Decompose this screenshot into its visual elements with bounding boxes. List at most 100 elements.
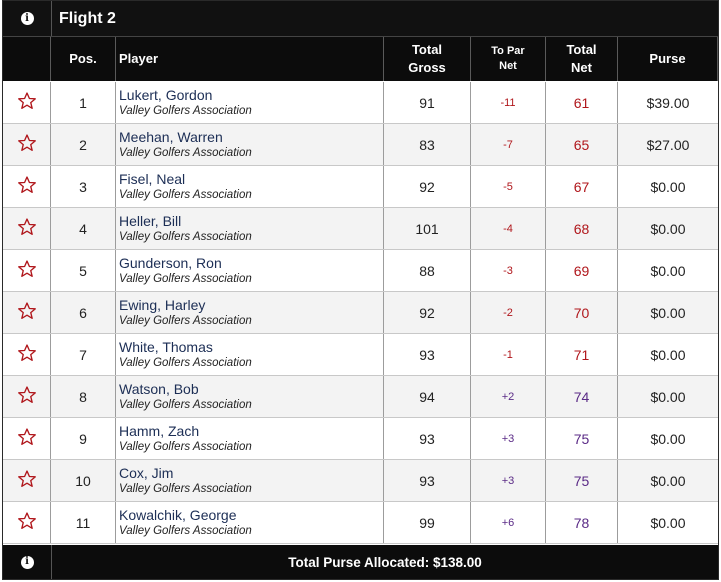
star-outline-icon [17, 469, 37, 492]
favorite-star-button[interactable] [3, 418, 51, 459]
player-cell: Hamm, Zach Valley Golfers Association [116, 418, 384, 459]
player-club: Valley Golfers Association [119, 482, 252, 495]
total-gross-cell: 83 [384, 124, 471, 165]
position-cell: 4 [51, 208, 116, 249]
to-par-net-cell: -2 [471, 292, 546, 333]
header-total-net-line2: Net [571, 60, 592, 75]
header-to-par-net: To Par Net [471, 37, 546, 81]
flight-title: Flight 2 [59, 9, 116, 27]
player-club: Valley Golfers Association [119, 230, 252, 243]
player-name-link[interactable]: Cox, Jim [119, 464, 174, 481]
player-name-link[interactable]: Watson, Bob [119, 380, 199, 397]
to-par-net-cell: -11 [471, 82, 546, 123]
header-total-gross-line2: Gross [408, 60, 446, 75]
table-header: Pos. Player Total Gross To Par Net Total… [3, 37, 718, 81]
position-cell: 9 [51, 418, 116, 459]
total-net-cell: 71 [546, 334, 618, 375]
footer-info-button[interactable]: i [3, 545, 52, 579]
total-gross-cell: 88 [384, 250, 471, 291]
star-outline-icon [17, 385, 37, 408]
header-favorite [3, 37, 51, 81]
total-gross-cell: 93 [384, 460, 471, 501]
purse-cell: $0.00 [650, 388, 686, 405]
star-outline-icon [17, 427, 37, 450]
position-cell: 11 [51, 502, 116, 543]
favorite-star-button[interactable] [3, 82, 51, 123]
table-row: 1 Lukert, Gordon Valley Golfers Associatio… [3, 82, 718, 124]
total-net-cell: 69 [546, 250, 618, 291]
player-name-link[interactable]: Ewing, Harley [119, 296, 206, 313]
star-outline-icon [17, 217, 37, 240]
table-row: 5 Gunderson, Ron Valley Golfers Associatio… [3, 250, 718, 292]
total-gross-cell: 99 [384, 502, 471, 543]
favorite-star-button[interactable] [3, 292, 51, 333]
table-row: 4 Heller, Bill Valley Golfers Association 1… [3, 208, 718, 250]
total-gross-cell: 101 [384, 208, 471, 249]
player-club: Valley Golfers Association [119, 314, 252, 327]
total-net-cell: 65 [546, 124, 618, 165]
favorite-star-button[interactable] [3, 376, 51, 417]
total-net-cell: 75 [546, 418, 618, 459]
star-outline-icon [17, 259, 37, 282]
favorite-star-button[interactable] [3, 124, 51, 165]
player-name-link[interactable]: White, Thomas [119, 338, 213, 355]
header-total-gross: Total Gross [384, 37, 471, 81]
total-gross-cell: 92 [384, 292, 471, 333]
position-cell: 1 [51, 82, 116, 123]
purse-cell: $0.00 [650, 220, 686, 237]
total-gross-cell: 93 [384, 418, 471, 459]
to-par-net-cell: +6 [471, 502, 546, 543]
header-purse: Purse [618, 37, 718, 81]
table-row: 6 Ewing, Harley Valley Golfers Association… [3, 292, 718, 334]
star-outline-icon [17, 511, 37, 534]
total-net-cell: 74 [546, 376, 618, 417]
table-row: 7 White, Thomas Valley Golfers Association… [3, 334, 718, 376]
total-gross-cell: 94 [384, 376, 471, 417]
player-name-link[interactable]: Lukert, Gordon [119, 86, 213, 103]
favorite-star-button[interactable] [3, 502, 51, 543]
purse-cell: $0.00 [650, 346, 686, 363]
favorite-star-button[interactable] [3, 208, 51, 249]
position-cell: 5 [51, 250, 116, 291]
player-name-link[interactable]: Hamm, Zach [119, 422, 200, 439]
player-name-link[interactable]: Gunderson, Ron [119, 254, 222, 271]
info-icon: i [20, 12, 34, 25]
player-name-link[interactable]: Meehan, Warren [119, 128, 223, 145]
total-net-cell: 68 [546, 208, 618, 249]
favorite-star-button[interactable] [3, 250, 51, 291]
player-cell: Meehan, Warren Valley Golfers Association [116, 124, 384, 165]
header-to-par-net-line2: Net [499, 60, 517, 72]
star-outline-icon [17, 301, 37, 324]
player-name-link[interactable]: Fisel, Neal [119, 170, 186, 187]
player-club: Valley Golfers Association [119, 356, 252, 369]
to-par-net-cell: +2 [471, 376, 546, 417]
flight-info-button[interactable]: i [3, 1, 52, 36]
position-cell: 2 [51, 124, 116, 165]
to-par-net-cell: -5 [471, 166, 546, 207]
table-row: 3 Fisel, Neal Valley Golfers Association 92… [3, 166, 718, 208]
player-club: Valley Golfers Association [119, 524, 252, 537]
header-player-label: Player [119, 51, 159, 67]
to-par-net-cell: +3 [471, 418, 546, 459]
total-net-cell: 75 [546, 460, 618, 501]
position-cell: 8 [51, 376, 116, 417]
purse-cell: $0.00 [650, 472, 686, 489]
flight-title-bar: i Flight 2 [3, 1, 718, 37]
player-cell: White, Thomas Valley Golfers Association [116, 334, 384, 375]
favorite-star-button[interactable] [3, 166, 51, 207]
player-cell: Ewing, Harley Valley Golfers Association [116, 292, 384, 333]
favorite-star-button[interactable] [3, 460, 51, 501]
player-club: Valley Golfers Association [119, 188, 252, 201]
total-net-cell: 78 [546, 502, 618, 543]
player-name-link[interactable]: Heller, Bill [119, 212, 182, 229]
player-club: Valley Golfers Association [119, 146, 252, 159]
player-name-link[interactable]: Kowalchik, George [119, 506, 237, 523]
header-total-net-line1: Total [566, 42, 597, 58]
position-cell: 6 [51, 292, 116, 333]
favorite-star-button[interactable] [3, 334, 51, 375]
star-outline-icon [17, 91, 37, 114]
table-row: 8 Watson, Bob Valley Golfers Association 94… [3, 376, 718, 418]
purse-cell: $0.00 [650, 514, 686, 531]
player-cell: Kowalchik, George Valley Golfers Associat… [116, 502, 384, 543]
total-net-cell: 67 [546, 166, 618, 207]
